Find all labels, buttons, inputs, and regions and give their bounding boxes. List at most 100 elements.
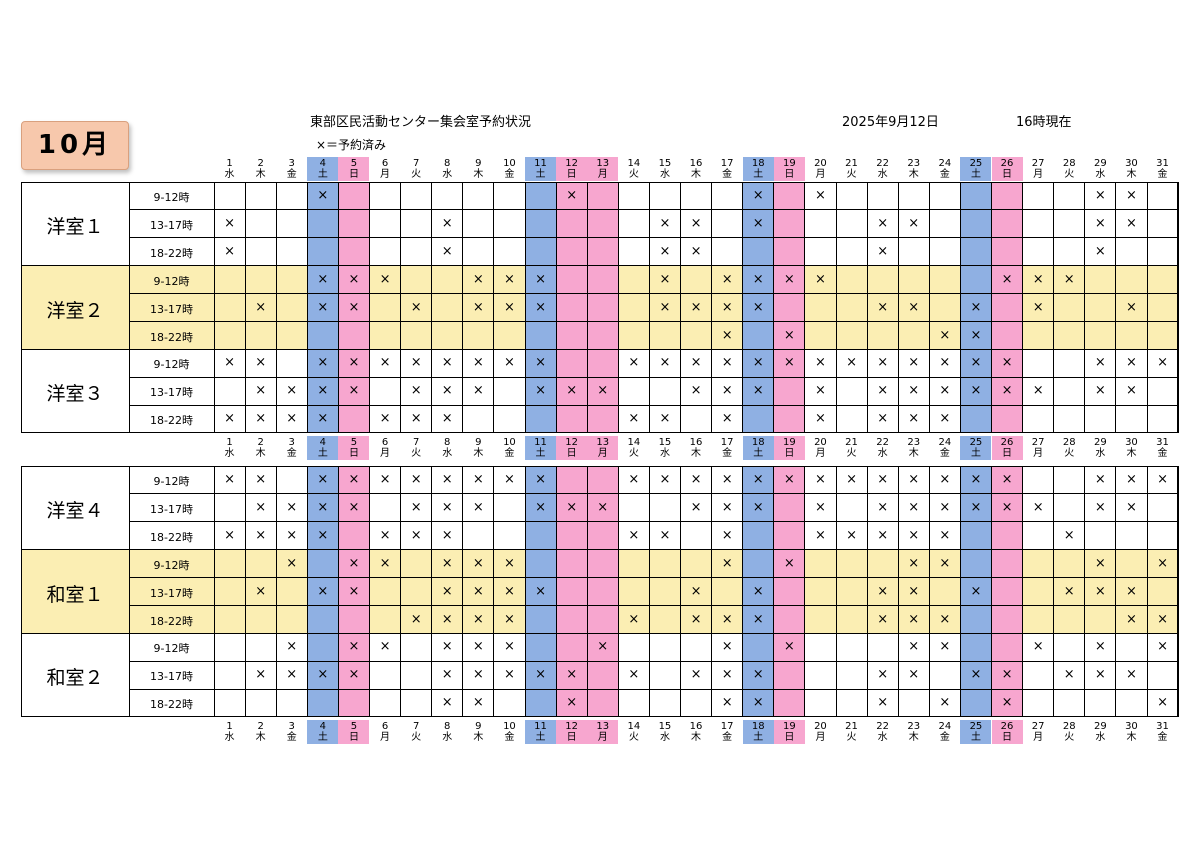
reserved-mark: × bbox=[752, 383, 764, 399]
header-day-25 bbox=[960, 157, 992, 181]
header-weekday: 金 bbox=[1157, 169, 1168, 180]
day-column-shade bbox=[307, 265, 339, 350]
room-divider bbox=[21, 348, 1179, 351]
reserved-mark: × bbox=[503, 611, 515, 627]
reserved-mark: × bbox=[255, 383, 267, 399]
footer-day-11 bbox=[525, 720, 557, 744]
header-day-number: 20 bbox=[814, 158, 827, 169]
header-weekday: 金 bbox=[939, 169, 950, 180]
footer-weekday: 日 bbox=[348, 732, 359, 743]
header-weekday: 月 bbox=[1033, 169, 1044, 180]
mid-header-day-number: 13 bbox=[596, 437, 610, 448]
mid-header-weekday: 月 bbox=[380, 448, 391, 459]
day-column-shade bbox=[338, 349, 370, 434]
reserved-mark: × bbox=[752, 188, 764, 203]
reserved-mark: × bbox=[908, 667, 920, 683]
reserved-mark: × bbox=[1125, 383, 1137, 399]
mid-header-weekday: 月 bbox=[597, 448, 608, 459]
time-slot-label: 9-12時 bbox=[153, 475, 190, 488]
reserved-mark: × bbox=[255, 527, 267, 543]
footer-day-13 bbox=[587, 720, 619, 744]
reserved-mark: × bbox=[752, 299, 764, 315]
reserved-mark: × bbox=[441, 383, 453, 399]
reserved-mark: × bbox=[441, 355, 453, 371]
mid-header-day-number: 11 bbox=[534, 437, 547, 448]
header-day-number: 31 bbox=[1156, 158, 1169, 169]
reserved-mark: × bbox=[752, 355, 764, 371]
reserved-mark: × bbox=[877, 695, 889, 711]
reserved-mark: × bbox=[1032, 299, 1044, 315]
slot-divider bbox=[129, 605, 1179, 606]
reserved-mark: × bbox=[503, 355, 515, 371]
footer-day-26 bbox=[991, 720, 1023, 744]
reserved-mark: × bbox=[752, 499, 764, 515]
reserved-mark: × bbox=[348, 355, 360, 371]
header-weekday: 日 bbox=[1002, 169, 1013, 180]
mid-header-weekday: 金 bbox=[286, 448, 297, 459]
reserved-mark: × bbox=[472, 639, 484, 655]
reserved-mark: × bbox=[441, 611, 453, 627]
reserved-mark: × bbox=[908, 215, 920, 231]
reserved-mark: × bbox=[348, 583, 360, 599]
footer-day-number: 15 bbox=[658, 721, 672, 732]
header-day-number: 6 bbox=[381, 158, 389, 169]
mid-header-day-number: 20 bbox=[814, 437, 827, 448]
time-slot-label: 13-17時 bbox=[150, 218, 193, 232]
room-name: 洋室２ bbox=[46, 299, 104, 322]
reserved-mark: × bbox=[1157, 472, 1168, 487]
footer-day-number: 4 bbox=[319, 721, 327, 732]
column-divider bbox=[1022, 466, 1024, 718]
column-divider bbox=[773, 182, 775, 434]
reserved-mark: × bbox=[535, 583, 546, 599]
reserved-mark: × bbox=[970, 355, 982, 371]
reserved-mark: × bbox=[939, 327, 951, 343]
header-weekday: 水 bbox=[224, 169, 235, 180]
footer-day-number: 12 bbox=[565, 721, 578, 732]
reserved-mark: × bbox=[535, 383, 546, 399]
day-column-shade bbox=[338, 265, 370, 350]
header-day-number: 7 bbox=[412, 158, 420, 169]
footer-weekday: 土 bbox=[753, 732, 764, 743]
reserved-mark: × bbox=[814, 188, 826, 203]
footer-day-number: 17 bbox=[720, 721, 734, 732]
reserved-mark: × bbox=[939, 472, 951, 487]
footer-day-12 bbox=[556, 720, 588, 744]
header-weekday: 土 bbox=[970, 169, 981, 180]
day-column-shade bbox=[773, 265, 805, 350]
day-column-shade bbox=[773, 633, 805, 718]
footer-weekday: 木 bbox=[908, 732, 919, 743]
reserved-mark: × bbox=[877, 243, 889, 259]
reserved-mark: × bbox=[659, 299, 671, 315]
reserved-mark: × bbox=[690, 299, 702, 315]
reserved-mark: × bbox=[503, 667, 515, 683]
day-column-shade bbox=[307, 633, 339, 718]
column-divider bbox=[1022, 182, 1024, 434]
reserved-mark: × bbox=[379, 555, 391, 571]
reserved-mark: × bbox=[752, 667, 764, 683]
column-divider bbox=[711, 466, 713, 718]
reserved-mark: × bbox=[1157, 695, 1168, 711]
footer-day-number: 9 bbox=[475, 721, 482, 732]
reserved-mark: × bbox=[410, 527, 422, 543]
reserved-mark: × bbox=[410, 472, 422, 487]
footer-day-number: 6 bbox=[381, 721, 389, 732]
header-day-number: 5 bbox=[350, 158, 358, 169]
reserved-mark: × bbox=[877, 527, 889, 543]
reserved-mark: × bbox=[379, 639, 391, 655]
day-column-shade bbox=[773, 349, 805, 434]
footer-weekday: 月 bbox=[597, 732, 608, 743]
reserved-mark: × bbox=[628, 411, 640, 427]
reserved-mark: × bbox=[1032, 639, 1044, 655]
footer-weekday: 日 bbox=[784, 732, 795, 743]
reserved-mark: × bbox=[939, 499, 951, 515]
column-divider bbox=[337, 182, 339, 434]
header-weekday: 木 bbox=[473, 169, 484, 180]
header-day-number: 3 bbox=[288, 158, 295, 169]
day-column-shade bbox=[742, 349, 774, 434]
header-weekday: 木 bbox=[691, 169, 702, 180]
column-divider bbox=[804, 466, 806, 718]
reserved-mark: × bbox=[224, 411, 235, 427]
reserved-mark: × bbox=[1157, 639, 1168, 655]
footer-day-number: 1 bbox=[226, 721, 233, 732]
footer-day-19 bbox=[773, 720, 805, 744]
